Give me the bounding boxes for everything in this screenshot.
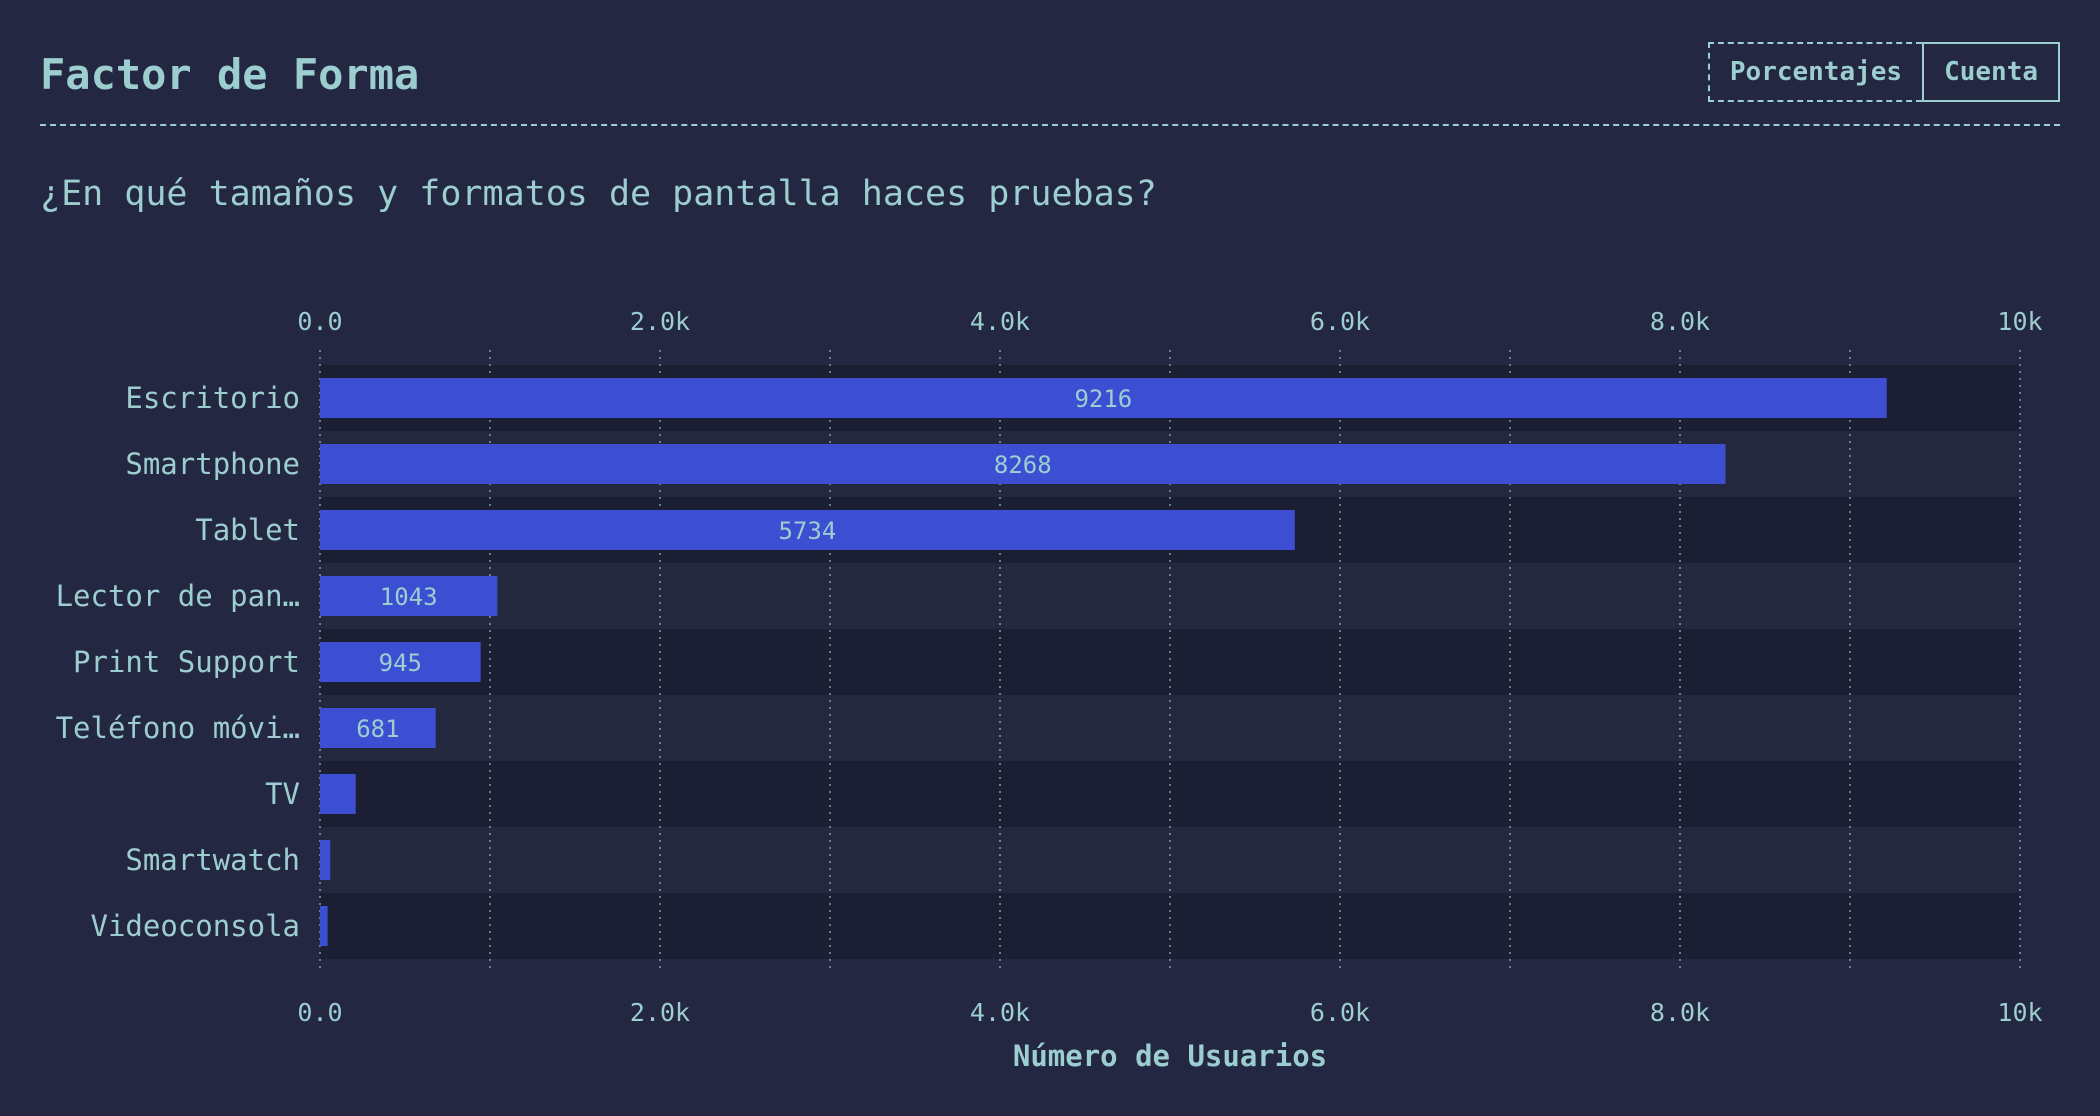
row-bands bbox=[320, 365, 2020, 959]
chart-header: Factor de Forma Porcentajes Cuenta bbox=[40, 40, 2060, 126]
value-label: 945 bbox=[379, 649, 422, 677]
bar bbox=[320, 576, 498, 616]
category-label: Smartphone bbox=[125, 447, 300, 481]
category-label: Lector de pan… bbox=[56, 579, 300, 613]
bar bbox=[320, 378, 1887, 418]
x-tick-label-bottom: 0.0 bbox=[297, 998, 342, 1027]
category-label: TV bbox=[265, 777, 300, 811]
row-band bbox=[320, 629, 2020, 695]
bar bbox=[320, 774, 356, 814]
x-tick-label-top: 4.0k bbox=[970, 307, 1030, 336]
value-label: 1043 bbox=[380, 583, 438, 611]
bar bbox=[320, 444, 1726, 484]
value-label: 681 bbox=[356, 715, 399, 743]
percent-toggle-button[interactable]: Porcentajes bbox=[1707, 42, 1923, 102]
survey-question: ¿En qué tamaños y formatos de pantalla h… bbox=[40, 174, 1157, 214]
page-title: Factor de Forma bbox=[40, 50, 420, 99]
value-label: 5734 bbox=[778, 517, 836, 545]
count-toggle-button[interactable]: Cuenta bbox=[1922, 42, 2060, 102]
bars bbox=[320, 378, 1887, 946]
bar bbox=[320, 642, 481, 682]
x-tick-label-top: 8.0k bbox=[1650, 307, 1710, 336]
category-label: Smartwatch bbox=[125, 843, 300, 877]
x-tick-label-bottom: 6.0k bbox=[1310, 998, 1370, 1027]
value-label: 9216 bbox=[1074, 385, 1132, 413]
x-tick-label-bottom: 8.0k bbox=[1650, 998, 1710, 1027]
x-tick-label-top: 10k bbox=[1997, 307, 2042, 336]
category-label: Print Support bbox=[73, 645, 300, 679]
x-tick-label-bottom: 10k bbox=[1997, 998, 2042, 1027]
view-toggle: Porcentajes Cuenta bbox=[1707, 42, 2060, 102]
category-label: Escritorio bbox=[125, 381, 300, 415]
bar bbox=[320, 510, 1295, 550]
x-axis-title: Número de Usuarios bbox=[1013, 1039, 1327, 1073]
x-tick-label-bottom: 2.0k bbox=[630, 998, 690, 1027]
x-tick-label-top: 0.0 bbox=[297, 307, 342, 336]
x-tick-label-top: 2.0k bbox=[630, 307, 690, 336]
bar bbox=[320, 906, 328, 946]
category-label: Videoconsola bbox=[90, 909, 300, 943]
category-label: Tablet bbox=[195, 513, 300, 547]
bar bbox=[320, 708, 436, 748]
bar bbox=[320, 840, 331, 880]
x-tick-label-bottom: 4.0k bbox=[970, 998, 1030, 1027]
value-label: 8268 bbox=[994, 451, 1052, 479]
category-label: Teléfono móvi… bbox=[56, 711, 300, 745]
x-tick-label-top: 6.0k bbox=[1310, 307, 1370, 336]
